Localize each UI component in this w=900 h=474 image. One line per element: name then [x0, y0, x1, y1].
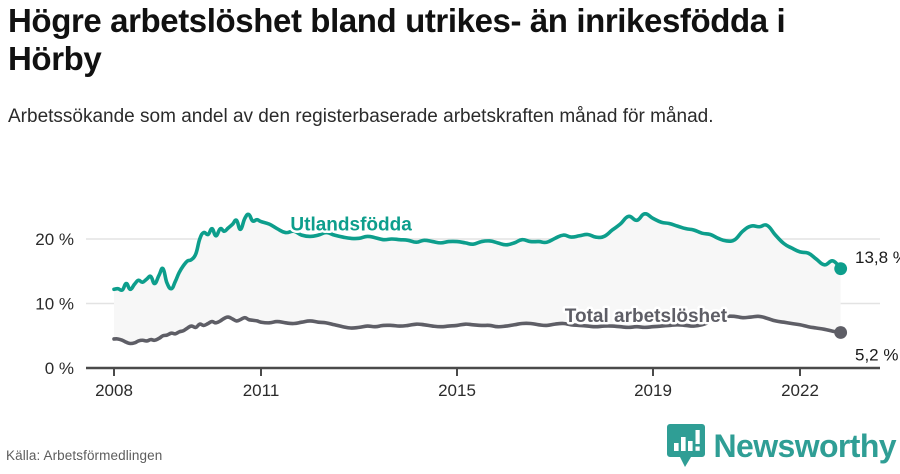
x-tick-label: 2015 [438, 381, 476, 400]
x-tick-label: 2022 [781, 381, 819, 400]
y-tick-label: 20 % [35, 230, 74, 249]
chart-canvas: 0 % 10 % 20 % Utlandsfödda Total arbetslösh… [35, 212, 900, 400]
x-tick-label: 2011 [243, 381, 280, 400]
series-label-2: Total arbetslöshet [565, 306, 728, 327]
page-subtitle: Arbetssökande som andel av den registerb… [8, 106, 714, 127]
series-line-1 [112, 212, 843, 293]
end-value-label-2: 5,2 % [855, 345, 898, 364]
x-tick-label: 2008 [95, 381, 133, 400]
end-value-label-1: 13,8 % [855, 248, 900, 267]
x-tick-label: 2019 [634, 381, 672, 400]
page-title: Högre arbetslöshet bland utrikes- än inr… [8, 2, 786, 78]
series-label-1: Utlandsfödda [290, 215, 412, 236]
chart-series-lines [112, 212, 843, 346]
y-tick-label: 10 % [35, 295, 74, 314]
brand-logo: Newsworthy [666, 424, 897, 468]
line-chart: 0 % 10 % 20 % Utlandsfödda Total arbetslösh… [0, 190, 900, 405]
series-end-point-2 [834, 326, 848, 339]
chart-area-fill [114, 213, 841, 344]
chart-y-tick-labels: 0 % 10 % 20 % [35, 230, 74, 378]
chart-end-points [834, 262, 848, 339]
y-tick-label: 0 % [45, 359, 74, 378]
series-line-2 [112, 314, 843, 346]
chart-series-labels: Utlandsfödda Total arbetslöshet [288, 212, 730, 330]
brand-name: Newsworthy [713, 428, 897, 464]
area-between-series [114, 213, 841, 344]
chart-x-tick-labels: 2008 2011 2015 2019 2022 [95, 381, 819, 400]
chart-end-value-labels: 13,8 % 5,2 % [855, 248, 900, 364]
series-end-point-1 [834, 262, 848, 276]
chart-x-axis [86, 366, 880, 376]
bar-chart-bubble-icon [666, 424, 705, 467]
source-note: Källa: Arbetsförmedlingen [6, 448, 163, 463]
